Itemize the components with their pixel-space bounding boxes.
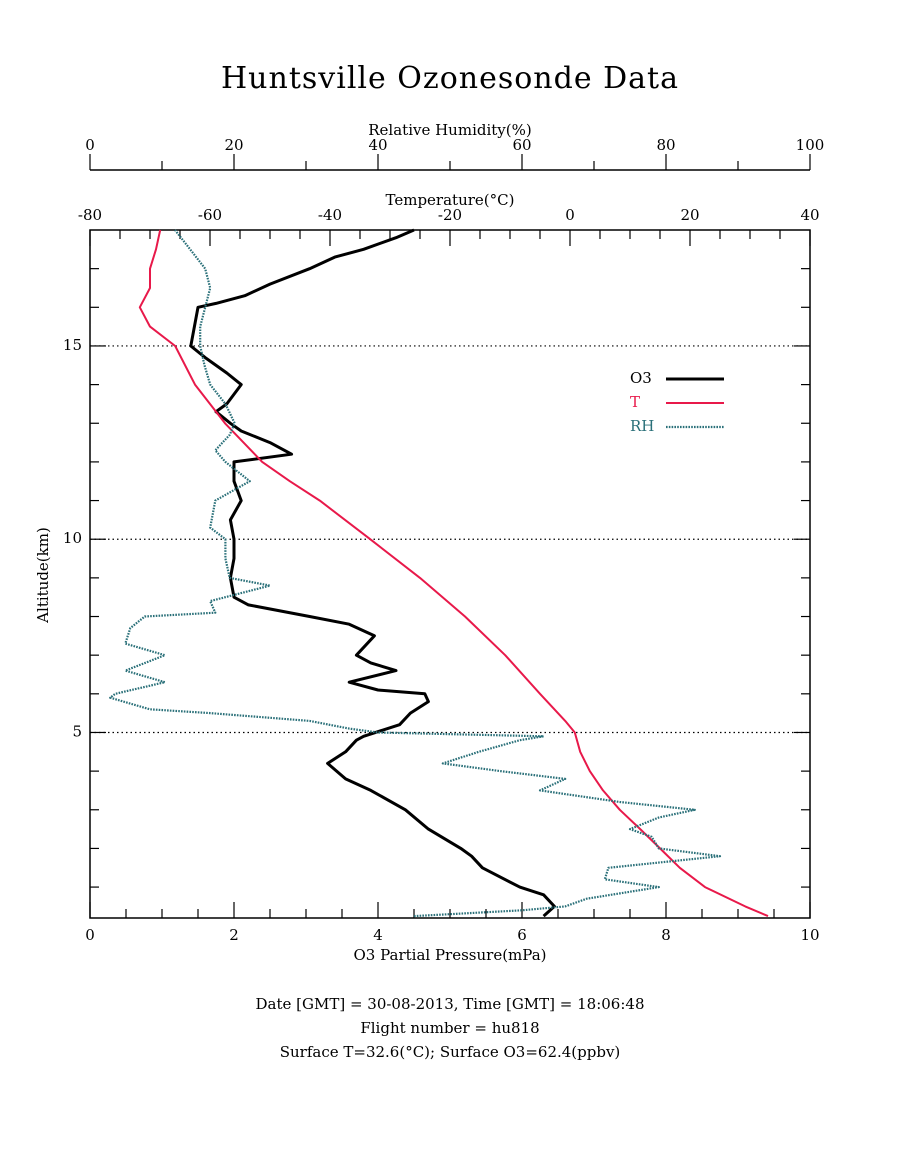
chart-title: Huntsville Ozonesonde Data: [221, 61, 679, 96]
legend-label: O3: [630, 369, 652, 387]
x2-axis-label: Temperature(°C): [386, 191, 515, 209]
x2-tick-label: -20: [438, 206, 462, 224]
x3-tick-label: 80: [656, 136, 675, 154]
footer-line: Surface T=32.6(°C); Surface O3=62.4(ppbv…: [280, 1043, 621, 1061]
x2-tick-label: 20: [680, 206, 699, 224]
y-tick-label: 15: [63, 336, 82, 354]
x2-tick-label: -60: [198, 206, 222, 224]
x-tick-label: 10: [800, 926, 819, 944]
y-axis-label: Altitude(km): [34, 527, 52, 624]
x2-tick-label: 40: [800, 206, 819, 224]
y-tick-label: 5: [72, 722, 82, 740]
x-axis-label: O3 Partial Pressure(mPa): [353, 946, 546, 964]
x2-tick-label: -80: [78, 206, 102, 224]
x3-axis-label: Relative Humidity(%): [368, 121, 531, 139]
x2-tick-label: -40: [318, 206, 342, 224]
footer-line: Flight number = hu818: [360, 1019, 539, 1037]
x-tick-label: 6: [517, 926, 527, 944]
legend-label: T: [630, 393, 640, 411]
x3-tick-label: 60: [512, 136, 531, 154]
x3-tick-label: 0: [85, 136, 95, 154]
series-line: [109, 229, 722, 918]
footer-line: Date [GMT] = 30-08-2013, Time [GMT] = 18…: [255, 995, 644, 1013]
x-tick-label: 4: [373, 926, 383, 944]
series-line: [138, 229, 769, 918]
x-tick-label: 0: [85, 926, 95, 944]
series-line: [189, 228, 556, 918]
x-tick-label: 2: [229, 926, 239, 944]
legend-label: RH: [630, 417, 654, 435]
plot-frame: [89, 229, 811, 919]
x2-tick-label: 0: [565, 206, 575, 224]
x-tick-label: 8: [661, 926, 671, 944]
x3-tick-label: 100: [796, 136, 825, 154]
y-tick-label: 10: [63, 529, 82, 547]
x3-tick-label: 20: [224, 136, 243, 154]
x3-tick-label: 40: [368, 136, 387, 154]
